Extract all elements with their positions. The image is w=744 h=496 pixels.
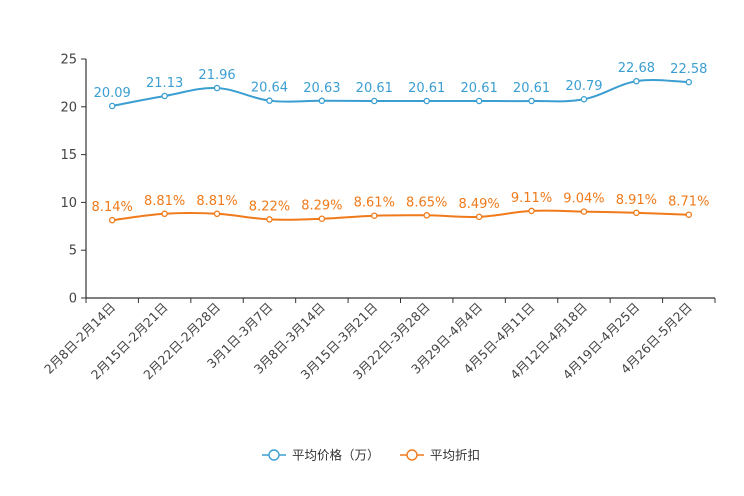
y-tick-label: 0 <box>69 292 77 307</box>
y-tick-label: 10 <box>60 196 77 211</box>
data-point <box>475 213 483 221</box>
data-label: 8.65% <box>406 195 447 210</box>
data-point <box>528 207 535 215</box>
legend-label: 平均折扣 <box>430 448 480 463</box>
data-label: 20.61 <box>356 81 393 96</box>
data-label: 20.61 <box>461 81 498 96</box>
data-label: 9.04% <box>563 192 604 207</box>
data-label: 8.91% <box>616 193 657 208</box>
data-label: 8.81% <box>144 194 185 209</box>
legend-item-2[interactable]: 平均折扣 <box>400 448 480 463</box>
data-label: 22.68 <box>618 61 655 76</box>
x-axis: 2月8日-2月14日2月15日-2月21日2月22日-2月28日3月1日-3月7… <box>41 297 716 382</box>
data-point <box>371 212 378 219</box>
data-point <box>213 84 221 92</box>
data-label: 8.22% <box>249 199 290 214</box>
legend-marker-icon <box>268 449 280 461</box>
data-label: 8.71% <box>668 195 709 210</box>
data-label: 8.29% <box>301 199 342 214</box>
data-point <box>633 77 640 85</box>
data-point <box>633 209 640 217</box>
y-tick-label: 20 <box>60 100 77 115</box>
data-label: 20.61 <box>408 81 445 96</box>
data-point <box>108 102 116 110</box>
data-label: 8.14% <box>92 200 133 215</box>
data-label: 8.49% <box>458 197 499 212</box>
legend-marker-icon <box>406 449 418 461</box>
series-2: 8.14% 8.81% 8.81% 8.22% 8.29% 8.61% 8.65% 8.49%… <box>92 191 709 224</box>
data-label: 20.61 <box>513 81 550 96</box>
series-line <box>112 209 689 222</box>
data-point <box>580 208 588 215</box>
data-label: 20.64 <box>251 81 288 96</box>
data-label: 22.58 <box>670 62 707 77</box>
data-point <box>318 97 326 105</box>
legend-label: 平均价格（万） <box>292 448 380 463</box>
data-point <box>213 210 221 218</box>
data-point <box>161 210 168 218</box>
data-point <box>528 97 535 105</box>
y-tick-label: 5 <box>69 244 77 259</box>
data-label: 21.13 <box>146 76 183 91</box>
data-point <box>108 216 116 224</box>
data-point <box>266 97 273 104</box>
data-point <box>580 95 588 103</box>
data-label: 20.79 <box>565 79 602 94</box>
data-label: 21.96 <box>198 68 235 83</box>
series-layer: 20.09 21.13 21.96 20.64 20.63 20.61 20.61 20.61… <box>92 61 709 224</box>
y-tick-label: 25 <box>60 53 77 68</box>
data-point <box>161 92 168 100</box>
series-line <box>112 79 689 107</box>
data-label: 20.09 <box>94 86 131 101</box>
data-point <box>475 97 483 105</box>
legend[interactable]: 平均价格（万） 平均折扣 <box>262 448 480 463</box>
legend-item-1[interactable]: 平均价格（万） <box>262 448 380 463</box>
y-axis: 0 5 10 15 20 25 <box>60 53 87 307</box>
y-tick-label: 15 <box>60 148 77 163</box>
data-point <box>423 212 430 219</box>
data-point <box>685 211 693 218</box>
data-label: 8.61% <box>354 196 395 211</box>
series-1: 20.09 21.13 21.96 20.64 20.63 20.61 20.61 20.61… <box>94 61 707 110</box>
data-label: 9.11% <box>511 191 552 206</box>
data-label: 8.81% <box>196 194 237 209</box>
data-point <box>371 97 378 105</box>
data-point <box>685 78 693 86</box>
data-point <box>266 216 273 223</box>
data-point <box>318 215 326 222</box>
data-point <box>423 97 430 105</box>
data-label: 20.63 <box>303 81 340 96</box>
